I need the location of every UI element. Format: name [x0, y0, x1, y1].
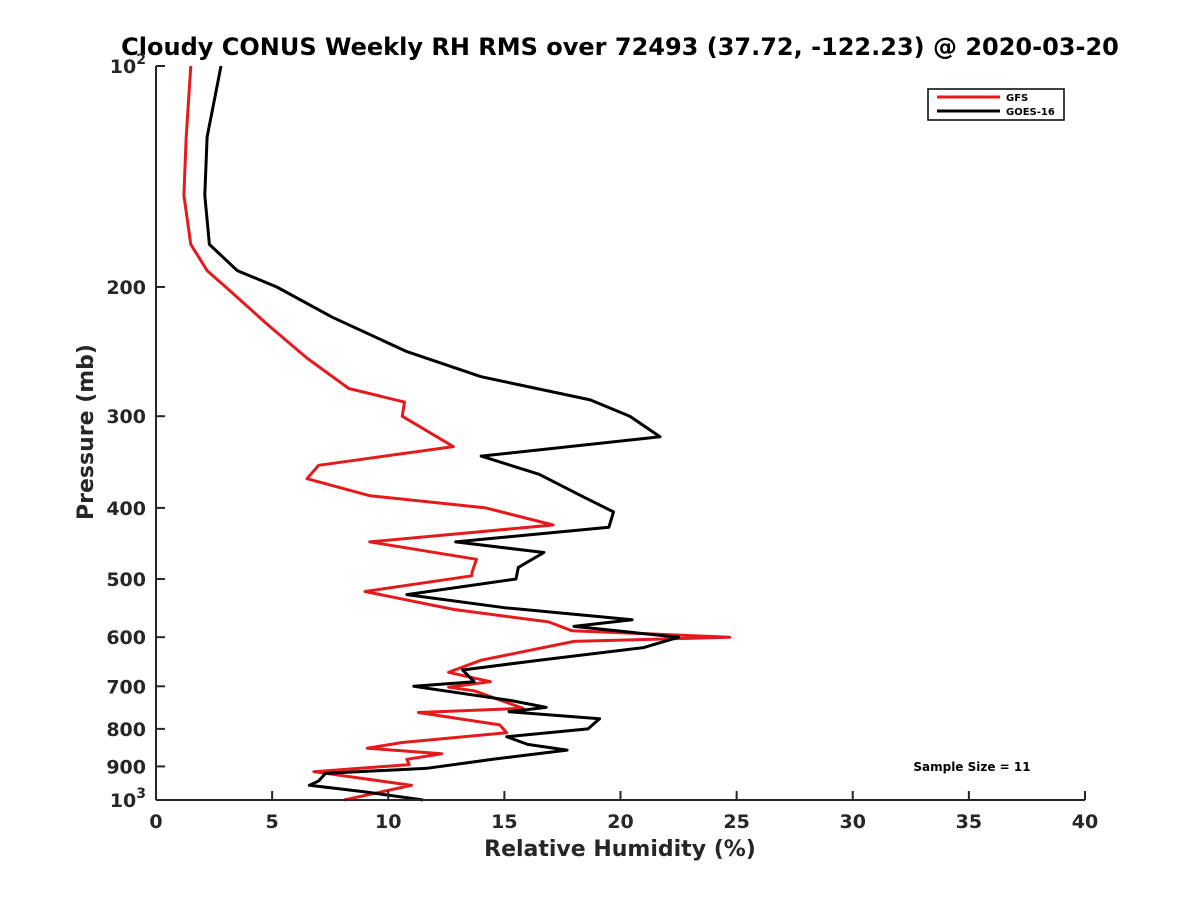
y-tick-label: 900: [106, 756, 146, 778]
x-axis-label: Relative Humidity (%): [484, 837, 756, 862]
y-tick-label: 400: [106, 498, 146, 520]
series-line-gfs: [182, 65, 732, 802]
series-line-goes-16: [203, 65, 681, 802]
legend-label-goes-16: GOES-16: [1006, 107, 1055, 118]
chart-title: Cloudy CONUS Weekly RH RMS over 72493 (3…: [121, 33, 1119, 61]
x-tick-label: 15: [491, 811, 517, 833]
x-tick-label: 35: [956, 811, 982, 833]
sample-size-annotation: Sample Size = 11: [913, 760, 1030, 774]
y-tick-label: 800: [106, 719, 146, 741]
y-tick-label: 700: [106, 676, 146, 698]
y-axis-label: Pressure (mb): [74, 344, 99, 520]
legend: GFS GOES-16: [927, 88, 1065, 121]
x-tick-label: 40: [1072, 811, 1098, 833]
y-tick-label: 600: [106, 627, 146, 649]
x-tick-label: 5: [266, 811, 279, 833]
x-tick-label: 25: [723, 811, 749, 833]
y-tick-label: 200: [106, 277, 146, 299]
y-tick-label: 500: [106, 569, 146, 591]
y-tick-label: 102: [110, 52, 146, 78]
x-tick-label: 10: [375, 811, 401, 833]
y-tick-label: 103: [110, 786, 146, 812]
x-tick-label: 0: [149, 811, 162, 833]
series-layer: [182, 65, 732, 802]
legend-box: [927, 88, 1065, 121]
axes-layer: 0 5 10 15 20 25 30 35 40 102 200 300 400 500 600 700 800…: [106, 52, 1098, 833]
legend-label-gfs: GFS: [1006, 93, 1028, 104]
x-tick-label: 20: [607, 811, 633, 833]
y-tick-label: 300: [106, 406, 146, 428]
x-tick-label: 30: [840, 811, 866, 833]
